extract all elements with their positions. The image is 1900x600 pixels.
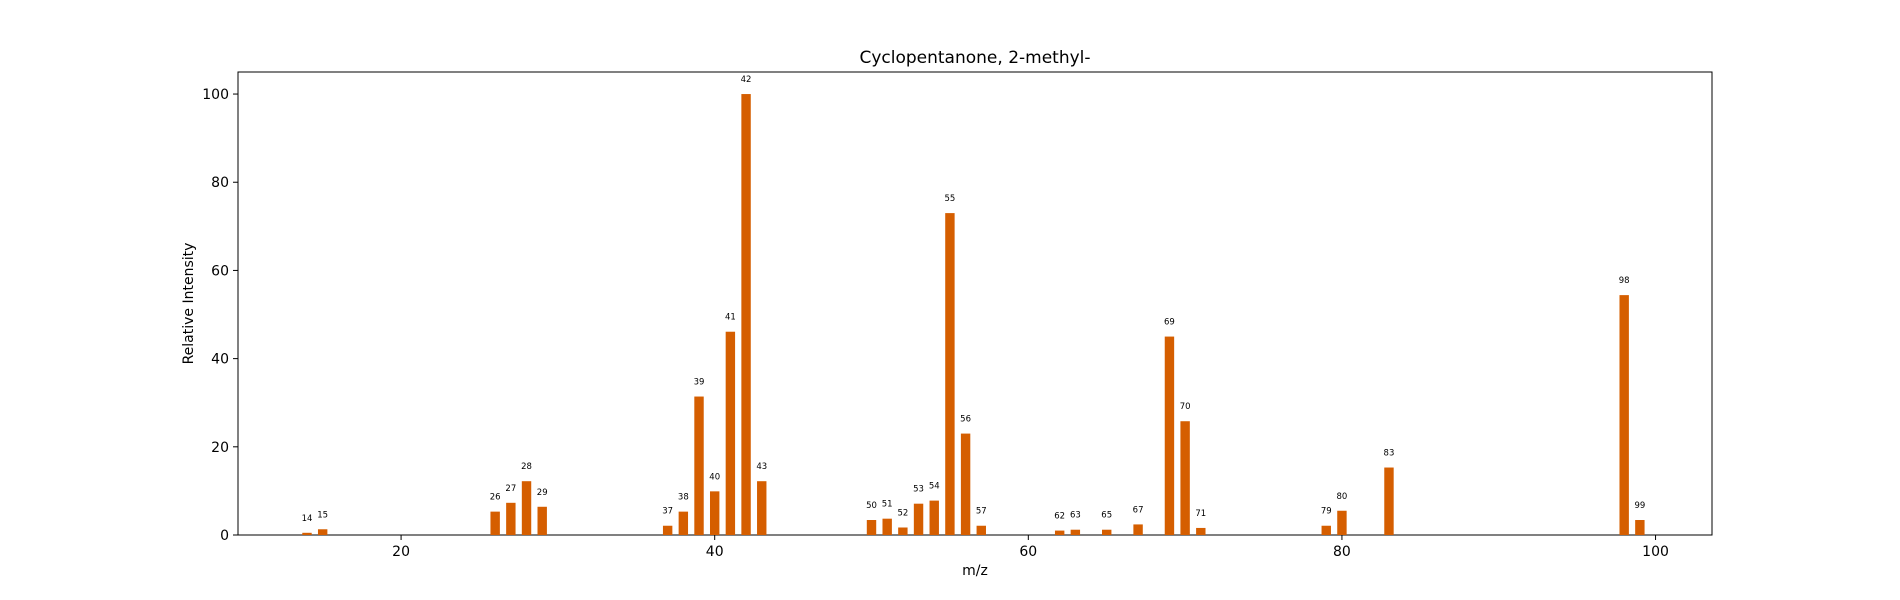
bar-label-mz-63: 63 [1070, 511, 1081, 521]
bar-label-mz-28: 28 [521, 462, 532, 472]
bar-label-mz-62: 62 [1054, 512, 1065, 522]
y-axis: 0 20 40 60 80 100 [202, 87, 238, 544]
bar-label-mz-40: 40 [709, 472, 720, 482]
bar-label-mz-50: 50 [866, 501, 877, 511]
bar-mz-53 [913, 503, 924, 535]
bar-mz-98 [1619, 295, 1629, 535]
x-axis-label: m/z [962, 563, 988, 579]
bar-mz-37 [662, 525, 673, 535]
bar-label-mz-39: 39 [694, 378, 705, 388]
x-tick-label-100: 100 [1642, 544, 1669, 560]
bar-label-mz-41: 41 [725, 313, 736, 323]
bar-label-mz-38: 38 [678, 493, 689, 503]
bar-label-mz-99: 99 [1634, 501, 1645, 511]
bar-label-mz-80: 80 [1337, 492, 1348, 502]
bar-mz-15 [317, 529, 328, 535]
x-tick-label-40: 40 [706, 544, 724, 560]
bar-mz-80 [1337, 510, 1347, 535]
bar-label-mz-15: 15 [317, 510, 328, 520]
bar-label-mz-69: 69 [1164, 318, 1175, 328]
bar-label-mz-71: 71 [1195, 509, 1206, 519]
bar-label-mz-98: 98 [1619, 276, 1630, 286]
bar-mz-29 [537, 506, 547, 535]
plot-area [237, 71, 1713, 536]
x-tick-label-20: 20 [392, 544, 410, 560]
bar-label-mz-51: 51 [882, 500, 893, 510]
bar-mz-67 [1133, 524, 1143, 535]
bar-label-mz-54: 54 [929, 482, 940, 492]
bar-mz-99 [1635, 520, 1645, 535]
bar-mz-62 [1054, 530, 1065, 535]
y-tick-label-0: 0 [220, 528, 229, 544]
bar-label-mz-26: 26 [490, 493, 501, 503]
bar-label-mz-14: 14 [302, 514, 313, 524]
y-tick-label-100: 100 [202, 87, 229, 103]
bar-mz-27 [506, 502, 516, 535]
x-tick-label-80: 80 [1333, 544, 1351, 560]
bar-label-mz-53: 53 [913, 485, 924, 495]
y-tick-label-80: 80 [211, 175, 229, 191]
bar-mz-71 [1196, 527, 1206, 535]
bar-label-mz-79: 79 [1321, 507, 1332, 517]
bar-mz-26 [490, 511, 500, 535]
bar-label-mz-27: 27 [505, 484, 516, 494]
bar-label-mz-42: 42 [741, 75, 752, 85]
bar-mz-79 [1321, 525, 1331, 535]
bar-mz-38 [678, 511, 689, 535]
plot-frame [237, 71, 1713, 536]
y-axis-label: Relative Intensity [181, 243, 197, 365]
bar-label-mz-43: 43 [756, 462, 767, 472]
bar-mz-63 [1070, 529, 1081, 535]
bar-label-mz-56: 56 [960, 415, 971, 425]
bar-mz-54 [929, 500, 939, 535]
bar-label-mz-55: 55 [944, 194, 955, 204]
bar-mz-39 [694, 396, 704, 535]
bar-mz-56 [960, 433, 971, 535]
bar-mz-50 [866, 520, 877, 535]
bar-mz-41 [725, 331, 736, 535]
bar-label-mz-29: 29 [537, 488, 548, 498]
bar-mz-83 [1384, 467, 1394, 535]
chart-title: Cyclopentanone, 2-methyl- [859, 48, 1090, 68]
bar-mz-69 [1164, 336, 1175, 535]
bar-label-mz-52: 52 [897, 509, 908, 519]
y-tick-label-60: 60 [211, 263, 229, 279]
bar-mz-70 [1180, 421, 1190, 535]
bar-mz-57 [976, 525, 986, 535]
bar-mz-28 [521, 481, 532, 535]
bar-label-mz-57: 57 [976, 507, 987, 517]
bar-mz-14 [302, 532, 312, 535]
bar-mz-42 [741, 94, 751, 536]
bar-label-mz-70: 70 [1180, 402, 1191, 412]
bar-mz-52 [898, 527, 908, 535]
bar-label-mz-67: 67 [1133, 505, 1144, 515]
bar-label-mz-37: 37 [662, 507, 673, 517]
bar-mz-43 [757, 481, 767, 535]
bar-labels-group: 14 15 26 27 28 29 37 38 39 40 41 42 43 50 51 52 53 54 55 56… [302, 75, 1646, 524]
y-tick-label-40: 40 [211, 352, 229, 368]
bar-mz-55 [945, 213, 955, 535]
bar-label-mz-65: 65 [1101, 511, 1112, 521]
bar-mz-40 [709, 491, 720, 535]
bar-label-mz-83: 83 [1384, 449, 1395, 459]
bar-mz-65 [1102, 529, 1112, 535]
y-tick-label-20: 20 [211, 440, 229, 456]
bars-group [302, 94, 1645, 536]
bar-mz-51 [882, 518, 892, 535]
x-tick-label-60: 60 [1019, 544, 1037, 560]
x-axis: 20 40 60 80 100 [392, 535, 1669, 560]
